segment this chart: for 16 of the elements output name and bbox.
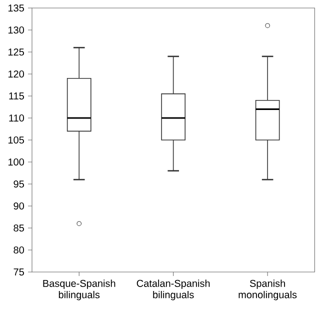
- x-tick-label: Spanish monolinguals: [238, 280, 297, 300]
- y-tick-label: 100: [8, 158, 24, 166]
- y-tick-label: 120: [8, 70, 24, 78]
- x-tick-label: Catalan-Spanish bilinguals: [136, 280, 210, 300]
- y-tick-label: 110: [9, 114, 24, 122]
- y-tick-label: 125: [8, 48, 24, 56]
- y-tick-label: 85: [14, 224, 24, 232]
- y-tick-label: 130: [8, 26, 24, 34]
- y-tick-label: 105: [8, 136, 24, 144]
- y-tick-label: 95: [14, 180, 24, 188]
- y-tick-label: 135: [8, 4, 24, 12]
- y-tick-label: 75: [14, 268, 24, 276]
- y-tick-label: 80: [14, 246, 24, 254]
- y-tick-label: 115: [9, 92, 24, 100]
- y-tick-label: 90: [14, 202, 24, 210]
- x-tick-label: Basque-Spanish bilinguals: [43, 280, 116, 300]
